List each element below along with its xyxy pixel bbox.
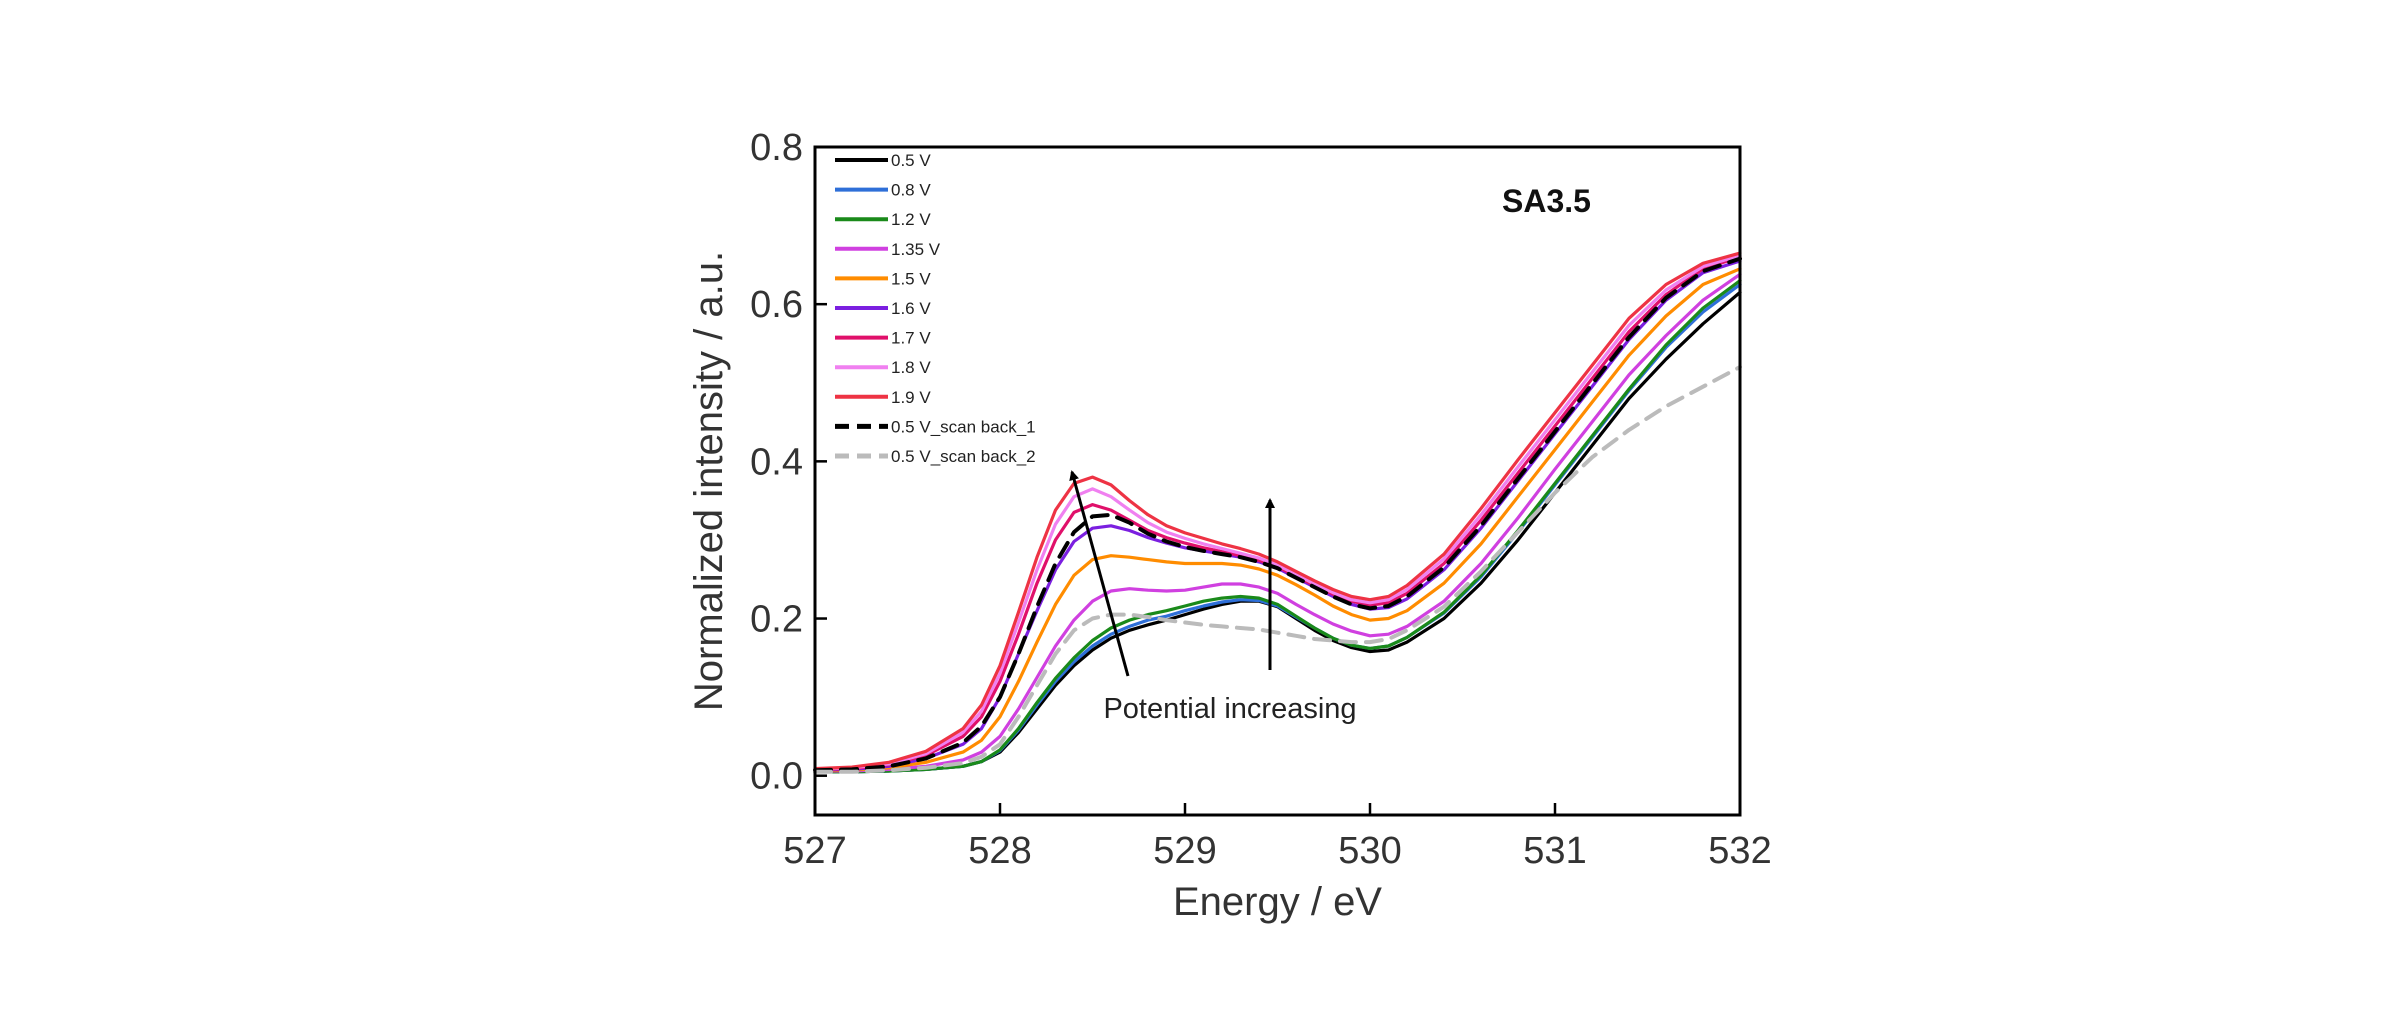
x-tick-label: 531 xyxy=(1523,830,1586,872)
curves-layer xyxy=(813,251,1742,774)
x-axis-title: Energy / eV xyxy=(1173,880,1382,924)
legend-label-9: 0.5 V_scan back_1 xyxy=(891,417,1036,436)
x-tick-label: 528 xyxy=(968,830,1031,872)
arrow-diagonal xyxy=(1069,470,1130,677)
series-line-8 xyxy=(813,251,1742,771)
legend-label-1: 0.8 V xyxy=(891,181,931,200)
x-tick-label: 530 xyxy=(1338,830,1401,872)
y-tick-label: 0.2 xyxy=(750,599,803,641)
series-line-3 xyxy=(813,272,1742,773)
legend-label-7: 1.8 V xyxy=(891,358,931,377)
series-line-9 xyxy=(813,256,1742,773)
legend: 0.5 V 0.8 V 1.2 V 1.35 V 1.5 V 1.6 V 1.7 V 1.8 … xyxy=(835,151,1036,466)
legend-label-5: 1.6 V xyxy=(891,299,931,318)
y-tick-label: 0.8 xyxy=(750,127,803,169)
annotation-group: Potential increasing xyxy=(1069,470,1357,725)
series-line-4 xyxy=(813,267,1742,773)
panel-label: SA3.5 xyxy=(1502,183,1591,219)
legend-label-3: 1.35 V xyxy=(891,240,941,259)
legend-label-10: 0.5 V_scan back_2 xyxy=(891,447,1036,466)
legend-label-2: 1.2 V xyxy=(891,210,931,229)
x-tick-label: 529 xyxy=(1153,830,1216,872)
series-line-6 xyxy=(813,255,1742,772)
y-tick-label: 0.0 xyxy=(750,756,803,798)
annotation-text: Potential increasing xyxy=(1103,693,1356,725)
legend-label-4: 1.5 V xyxy=(891,269,931,288)
ticks-layer: 527 528 529 530 531 532 0.0 0.2 0.4 0.6 0.8 xyxy=(750,127,1772,872)
x-tick-label: 527 xyxy=(783,830,846,872)
plot-frame xyxy=(813,145,1742,817)
y-tick-label: 0.6 xyxy=(750,284,803,326)
legend-label-8: 1.9 V xyxy=(891,388,931,407)
legend-label-6: 1.7 V xyxy=(891,329,931,348)
y-axis-title: Normalized intensity / a.u. xyxy=(687,251,731,711)
x-tick-label: 532 xyxy=(1708,830,1771,872)
series-line-10 xyxy=(813,365,1742,774)
series-line-7 xyxy=(813,253,1742,772)
legend-label-0: 0.5 V xyxy=(891,151,931,170)
y-tick-label: 0.4 xyxy=(750,441,803,483)
